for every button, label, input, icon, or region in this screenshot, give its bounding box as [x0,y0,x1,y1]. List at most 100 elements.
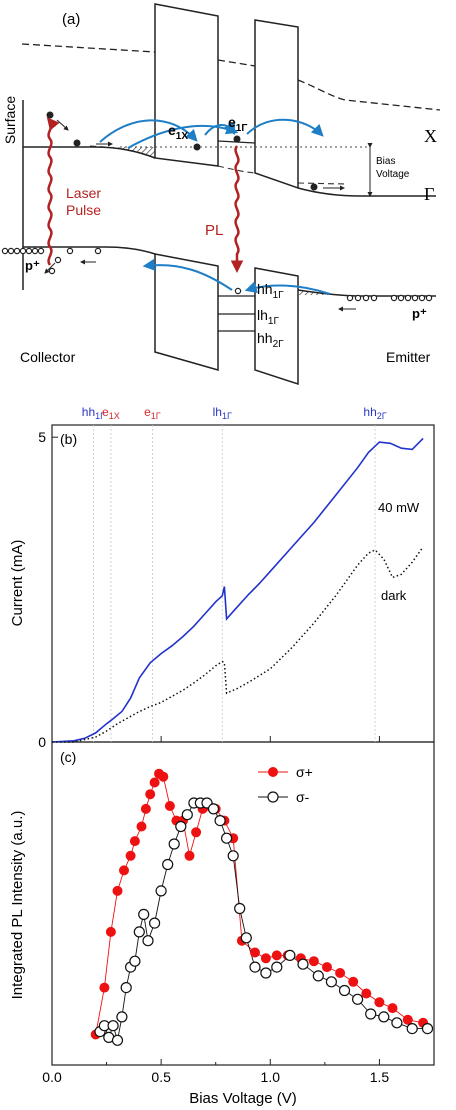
y-tick-label: 0 [38,734,46,750]
series-line [52,546,424,743]
data-point [111,1034,124,1046]
electron-dot [233,135,241,143]
data-point [119,865,129,876]
laser-label-line2: Pulse [66,202,101,218]
accumulation-hatch [95,147,155,158]
x-tick-label: 0.5 [151,1069,171,1085]
band-diagram: (a) Surface X Γ Bias Voltage [1,3,441,386]
data-point [120,981,132,994]
panel-b-frame [51,424,435,743]
electron-dot [73,139,81,147]
data-point [116,1011,128,1023]
tunnel-arrow [204,121,236,136]
annotation-dark: dark [381,588,407,603]
data-point [260,953,271,964]
hh1g-label: hh1Γ [257,281,284,301]
data-point [249,961,261,973]
tunnel-arrow [244,281,331,295]
data-point [352,993,364,1005]
data-point [271,950,282,961]
hh2g-label: hh2Γ [257,330,284,350]
data-point [297,958,309,970]
panel-c-label: (c) [60,749,76,765]
gamma-label: Γ [424,184,434,204]
x-valley-label: X [424,126,437,146]
legend-label-sigma-plus: σ+ [296,764,313,780]
e1x-label: e1X [168,122,188,142]
data-point [145,789,156,800]
data-point [374,997,385,1008]
x-tick-label: 1.0 [261,1069,281,1085]
data-point [325,976,337,988]
data-point [335,968,346,978]
small-arrow [44,262,56,274]
panel-b-ylabel: Current (mA) [9,540,26,627]
valence-hatch [298,290,345,295]
barrier-right-vb [254,267,299,386]
data-point [260,967,272,979]
data-point [168,838,180,850]
data-point [271,961,283,973]
data-point [207,803,220,815]
laser-label-line1: Laser [66,185,101,201]
data-point [125,850,136,861]
emitter-label: Emitter [386,349,431,365]
data-point [227,850,239,862]
tunnel-arrow [142,258,233,291]
data-point [129,836,140,847]
data-point [155,885,167,897]
x-tick-label: 0.0 [42,1069,62,1085]
data-point [149,917,161,929]
data-point [391,1017,403,1029]
data-point [149,777,160,788]
legend-label-sigma-minus: σ- [296,789,310,805]
data-point [361,988,372,999]
valence-band-left [23,246,156,255]
legend: σ+ σ- [258,764,313,805]
data-point [136,821,147,832]
top-marker-label: lh1Γ [213,405,232,421]
data-point [133,926,145,938]
conduction-band-left [23,146,156,159]
data-point [221,832,233,844]
data-point [378,1011,390,1023]
holes-left [1,247,102,275]
electron-dot [310,183,318,191]
legend-marker-sigma-plus [268,767,278,777]
data-point [112,885,123,896]
electron-dot [193,143,201,151]
e1g-label: e1Γ [228,114,247,134]
annotation-40mw: 40 mW [378,500,420,515]
data-point [181,809,193,821]
panel-c-ylabel: Integrated PL Intensity (a.u.) [9,811,26,1000]
barrier-right-cb [254,19,299,190]
data-point [322,962,332,973]
data-point [140,803,151,814]
pl-emission-arrow [230,145,244,273]
panel-a-label: (a) [62,11,80,28]
x-tick-label: 1.5 [370,1069,390,1085]
laser-pulse-arrow [46,117,60,266]
p-plus-left: p⁺ [25,258,40,273]
data-point [164,801,175,811]
bias-label-line2: Voltage [376,169,410,180]
data-point [338,984,351,997]
data-point [402,1014,413,1025]
small-arrow [56,119,69,131]
collector-label: Collector [20,349,76,365]
lh1g-label: lh1Γ [257,307,279,327]
electron-dot [46,111,54,119]
p-plus-right: p⁺ [412,306,427,321]
data-point [158,771,169,782]
series-line [51,437,424,743]
charts: (b) (c) Current (mA) Integrated PL Inten… [9,405,435,1107]
conduction-band-right [297,187,436,197]
data-point [234,902,246,915]
data-point [284,949,296,962]
data-point [107,1020,119,1032]
data-point [191,827,202,838]
data-point [365,1008,377,1020]
data-point [421,1022,434,1035]
surface-label: Surface [2,96,18,144]
data-point [250,947,260,958]
